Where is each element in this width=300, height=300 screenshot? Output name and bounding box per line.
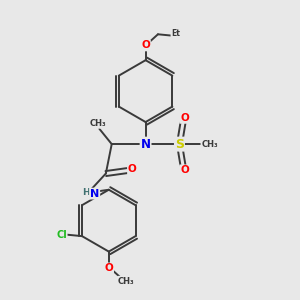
Text: O: O <box>128 164 137 174</box>
Text: Et: Et <box>171 29 180 38</box>
Text: Cl: Cl <box>56 230 67 240</box>
Text: O: O <box>141 40 150 50</box>
Text: O: O <box>180 113 189 123</box>
Text: S: S <box>175 138 184 151</box>
Text: N: N <box>90 189 99 199</box>
Text: CH₃: CH₃ <box>90 119 106 128</box>
Text: O: O <box>104 263 113 273</box>
Text: CH₃: CH₃ <box>118 277 134 286</box>
Text: O: O <box>180 165 189 175</box>
Text: CH₃: CH₃ <box>201 140 218 148</box>
Text: H: H <box>82 188 90 197</box>
Text: N: N <box>141 138 151 151</box>
